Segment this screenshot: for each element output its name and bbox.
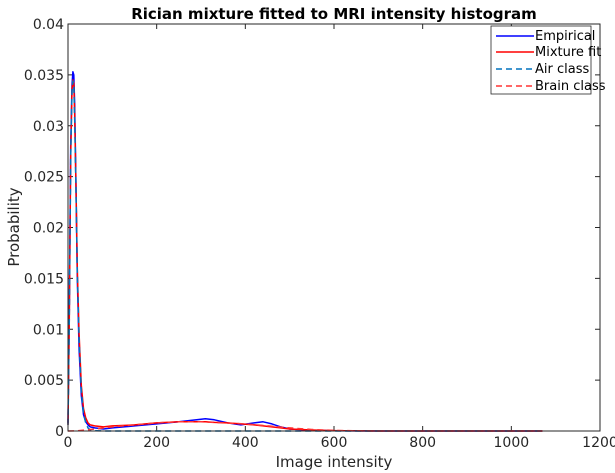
y-tick-label: 0	[55, 424, 64, 440]
y-tick-label: 0.015	[24, 271, 64, 287]
legend-label-mixture: Mixture fit	[535, 45, 601, 60]
y-tick-label: 0.005	[24, 373, 64, 389]
x-tick-label: 400	[232, 435, 259, 451]
x-tick-label: 1000	[494, 435, 530, 451]
x-tick-label: 800	[409, 435, 436, 451]
x-tick-label: 0	[64, 435, 73, 451]
x-tick-label: 1200	[582, 435, 615, 451]
axis-ticks: 0 200 400 600 800 1000 1200 0 0.005 0.01 0.015 0.02…	[24, 17, 615, 451]
legend-label-air: Air class	[535, 62, 589, 77]
y-tick-label: 0.01	[33, 322, 64, 338]
y-tick-label: 0.02	[33, 221, 64, 237]
legend: Empirical Mixture fit Air class Brain cl…	[490, 25, 606, 95]
legend-label-empirical: Empirical	[535, 29, 595, 44]
y-tick-label: 0.03	[33, 119, 64, 135]
y-tick-label: 0.025	[24, 170, 64, 186]
chart-title: Rician mixture fitted to MRI intensity h…	[131, 5, 537, 23]
plot-border	[67, 23, 601, 432]
x-tick-label: 600	[321, 435, 348, 451]
legend-box	[490, 25, 592, 95]
y-axis-label: Probability	[5, 187, 23, 266]
series-line-air-class	[67, 80, 543, 432]
legend-label-brain: Brain class	[535, 79, 606, 94]
y-tick-label: 0.035	[24, 68, 64, 84]
x-tick-label: 200	[143, 435, 170, 451]
x-axis-label: Image intensity	[276, 453, 393, 471]
y-tick-label: 0.04	[33, 17, 64, 33]
